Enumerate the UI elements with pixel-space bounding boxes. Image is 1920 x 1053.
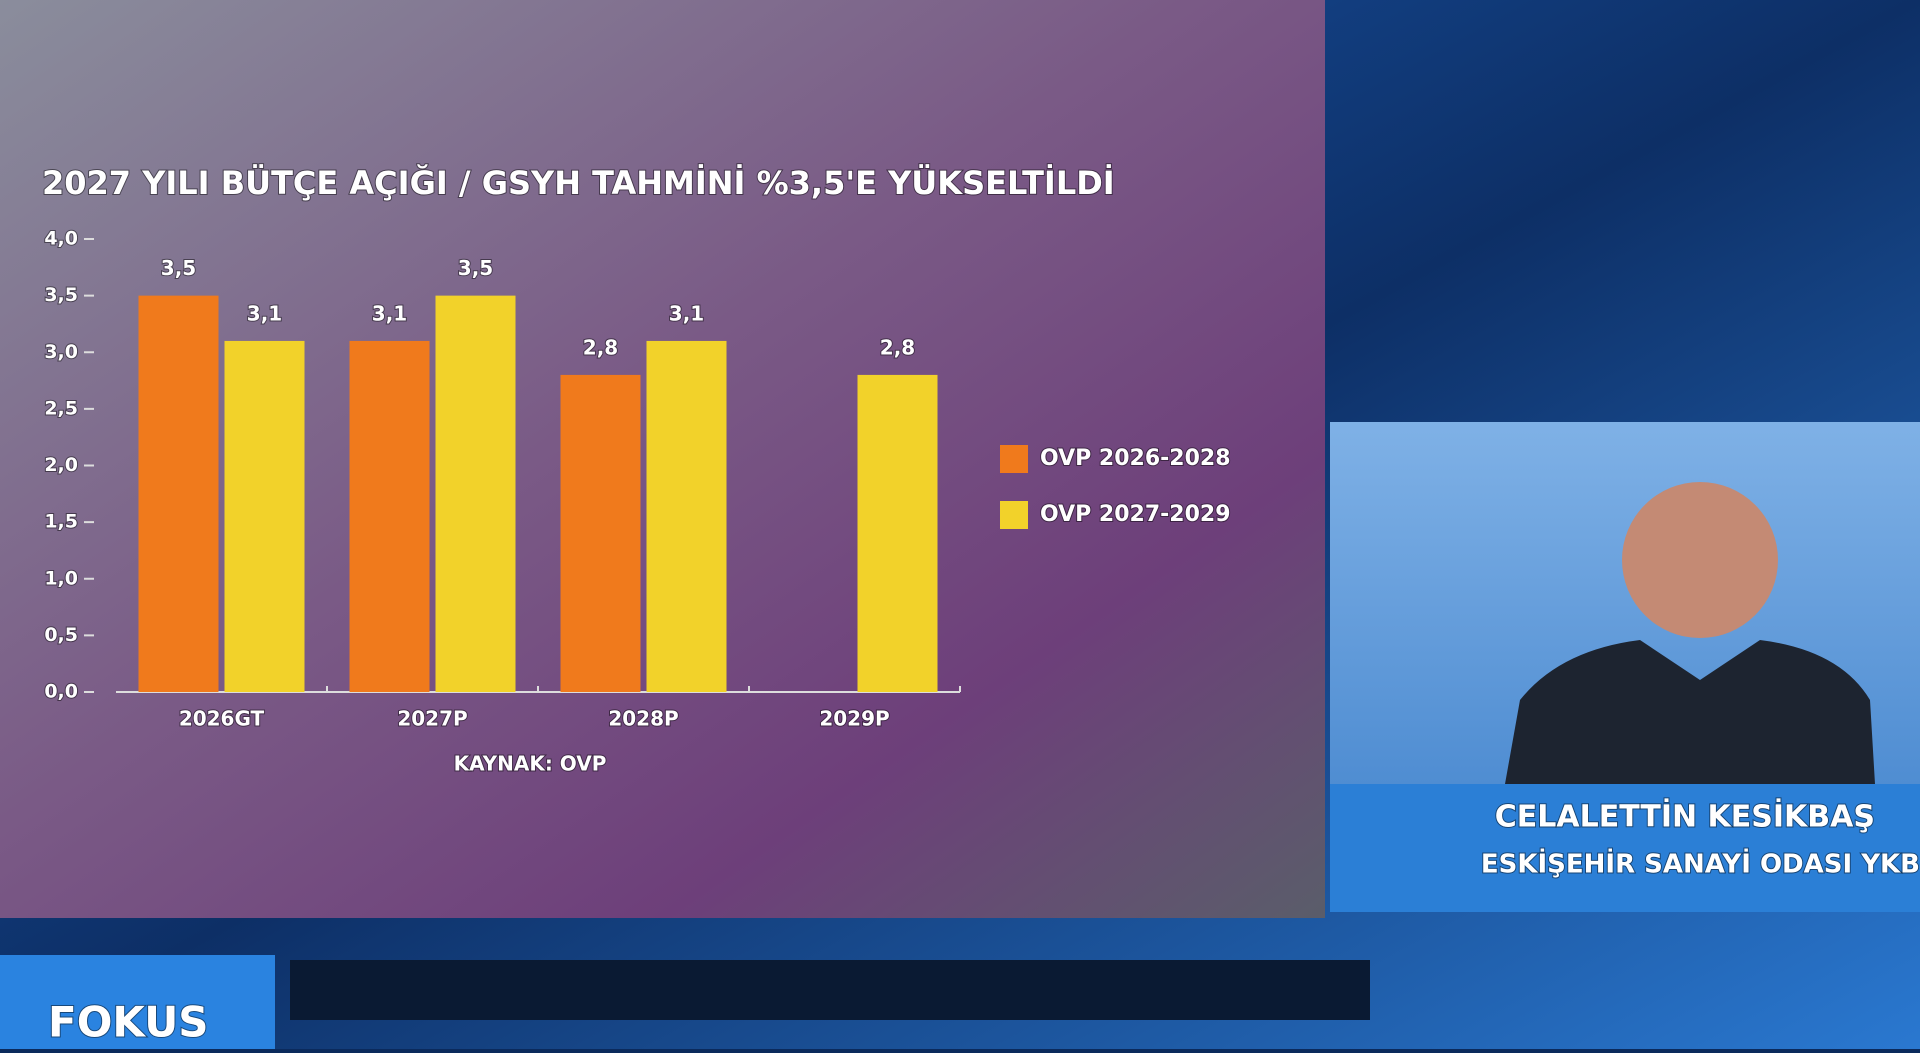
program-name: FOKUS bbox=[48, 998, 209, 1047]
y-tick-label: 0,5 bbox=[44, 624, 78, 646]
bar bbox=[138, 295, 219, 692]
value-label: 3,1 bbox=[669, 301, 704, 325]
legend-swatch bbox=[1000, 445, 1028, 473]
value-label: 2,8 bbox=[583, 335, 618, 359]
value-label: 3,5 bbox=[161, 256, 196, 280]
chart-title: 2027 YILI BÜTÇE AÇIĞI / GSYH TAHMİNİ %3,… bbox=[42, 163, 1115, 202]
x-tick-label: 2026GT bbox=[179, 707, 265, 731]
y-tick-label: 2,5 bbox=[44, 397, 78, 419]
legend-label: OVP 2027-2029 bbox=[1040, 502, 1231, 527]
y-tick-label: 1,5 bbox=[44, 511, 78, 533]
y-tick-label: 3,5 bbox=[44, 284, 78, 306]
y-tick-label: 4,0 bbox=[44, 228, 78, 250]
bar bbox=[560, 374, 641, 692]
chart-source: KAYNAK: OVP bbox=[454, 752, 607, 776]
name-band bbox=[1330, 784, 1920, 912]
y-tick-label: 2,0 bbox=[44, 454, 78, 476]
x-tick-label: 2028P bbox=[608, 707, 678, 731]
ticker-bar bbox=[290, 960, 1370, 1020]
program-box bbox=[0, 955, 275, 1049]
bar bbox=[349, 340, 430, 692]
value-label: 3,1 bbox=[372, 301, 407, 325]
value-label: 3,1 bbox=[247, 301, 282, 325]
guest-name: CELALETTİN KESİKBAŞ bbox=[1495, 799, 1875, 835]
guest-head bbox=[1622, 482, 1778, 638]
y-tick-label: 0,0 bbox=[44, 681, 78, 703]
y-tick-label: 1,0 bbox=[44, 567, 78, 589]
guest-role: ESKİŞEHİR SANAYİ ODASI YKB bbox=[1481, 848, 1920, 880]
bar bbox=[435, 295, 516, 692]
bar bbox=[224, 340, 305, 692]
guest-suit bbox=[1505, 640, 1875, 784]
bar bbox=[857, 374, 938, 692]
y-tick-label: 3,0 bbox=[44, 341, 78, 363]
value-label: 3,5 bbox=[458, 256, 493, 280]
plot: 0,0 0,5 1,0 1,5 2,0 2,5 3,0 3,5 4,0 2026GT 3,5 3,1 2… bbox=[43, 227, 1231, 732]
legend-label: OVP 2026-2028 bbox=[1040, 446, 1231, 471]
legend-swatch bbox=[1000, 501, 1028, 529]
value-label: 2,8 bbox=[880, 335, 915, 359]
bar bbox=[646, 340, 727, 692]
x-tick-label: 2027P bbox=[397, 707, 467, 731]
x-tick-label: 2029P bbox=[819, 707, 889, 731]
